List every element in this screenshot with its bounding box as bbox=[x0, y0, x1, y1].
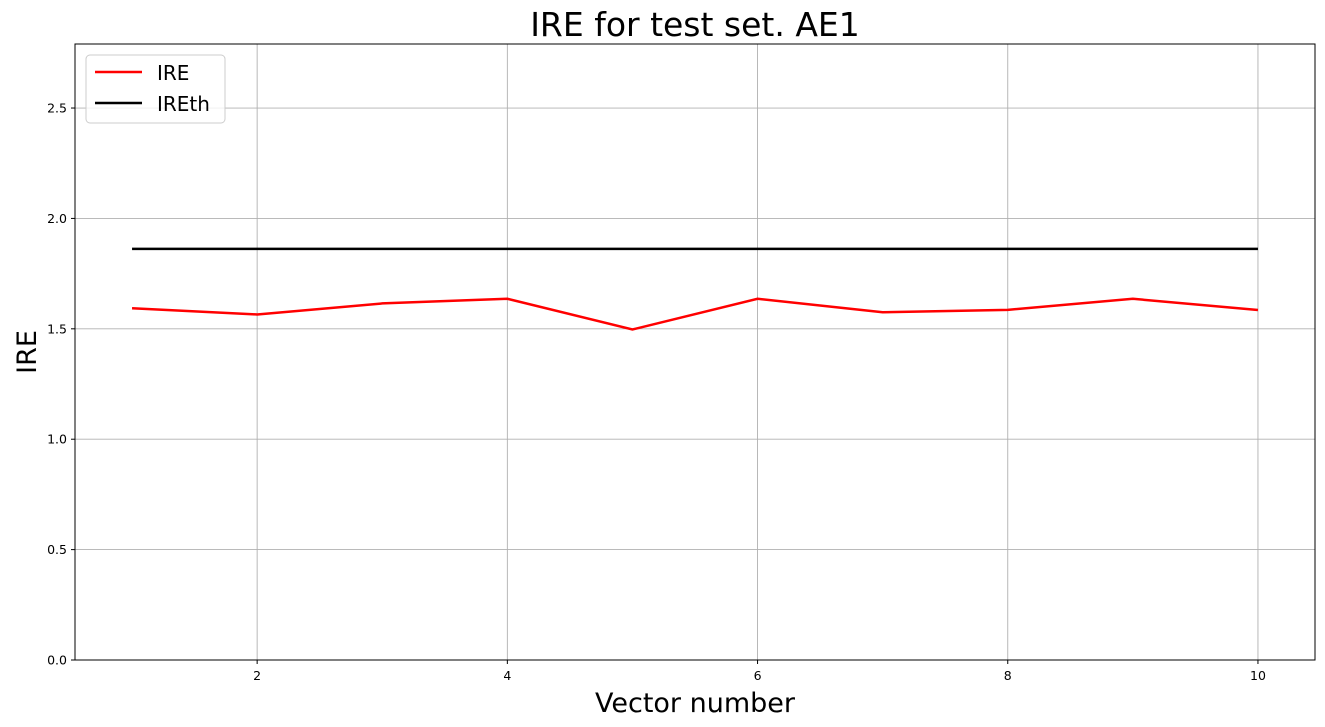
x-tick-label: 4 bbox=[503, 668, 511, 683]
y-tick-label: 1.0 bbox=[47, 432, 67, 447]
y-tick-label: 0.5 bbox=[47, 542, 67, 557]
plot-frame bbox=[74, 43, 1316, 661]
series-line-ire bbox=[131, 297, 1259, 331]
ticks: 2 4 6 8 10 0.0 0.5 1.0 1.5 2.0 2.5 bbox=[47, 101, 1266, 683]
y-tick-label: 2.0 bbox=[47, 211, 67, 226]
x-tick-label: 8 bbox=[1004, 668, 1012, 683]
y-tick-label: 1.5 bbox=[47, 321, 67, 336]
legend-label-ire: IRE bbox=[157, 61, 189, 85]
y-tick-label: 2.5 bbox=[47, 101, 67, 116]
x-tick-label: 10 bbox=[1250, 668, 1266, 683]
series-lines bbox=[131, 247, 1259, 331]
legend: IRE IREth bbox=[85, 54, 226, 124]
y-axis-label: IRE bbox=[12, 330, 43, 374]
x-tick-label: 2 bbox=[253, 668, 261, 683]
legend-label-ireth: IREth bbox=[157, 92, 210, 116]
y-tick-label: 0.0 bbox=[47, 653, 67, 668]
x-axis-label: Vector number bbox=[595, 688, 796, 719]
grid bbox=[75, 44, 1315, 661]
chart-title: IRE for test set. AE1 bbox=[530, 5, 860, 44]
x-tick-label: 6 bbox=[754, 668, 762, 683]
